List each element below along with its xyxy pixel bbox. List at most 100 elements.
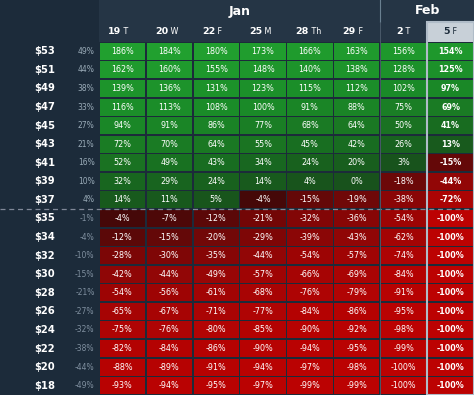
Bar bbox=[240, 229, 286, 246]
Text: $34: $34 bbox=[34, 232, 55, 242]
Bar bbox=[193, 192, 239, 209]
Text: $43: $43 bbox=[34, 139, 55, 149]
Text: $22: $22 bbox=[34, 344, 55, 354]
Text: 115%: 115% bbox=[299, 84, 321, 93]
Text: -42%: -42% bbox=[112, 270, 133, 279]
Text: -12%: -12% bbox=[112, 233, 133, 242]
Text: -99%: -99% bbox=[346, 381, 367, 390]
Text: $20: $20 bbox=[34, 362, 55, 372]
Text: 166%: 166% bbox=[299, 47, 321, 56]
Text: -82%: -82% bbox=[112, 344, 133, 353]
Text: -44%: -44% bbox=[75, 363, 94, 372]
Text: -35%: -35% bbox=[206, 251, 227, 260]
Bar bbox=[100, 210, 145, 227]
Text: F: F bbox=[449, 28, 456, 36]
Bar bbox=[381, 136, 426, 153]
Bar bbox=[287, 117, 333, 134]
Bar bbox=[287, 247, 333, 264]
Text: 29: 29 bbox=[343, 28, 356, 36]
Bar bbox=[240, 154, 286, 171]
Text: -49%: -49% bbox=[75, 381, 94, 390]
Bar bbox=[334, 266, 380, 283]
Bar bbox=[287, 340, 333, 357]
Bar bbox=[334, 98, 380, 115]
Bar bbox=[427, 22, 474, 395]
Text: 25: 25 bbox=[249, 28, 262, 36]
Text: -76%: -76% bbox=[159, 325, 180, 335]
Bar bbox=[146, 210, 192, 227]
Bar bbox=[381, 117, 426, 134]
Text: 42%: 42% bbox=[348, 140, 366, 149]
Text: 163%: 163% bbox=[346, 47, 368, 56]
Text: $51: $51 bbox=[34, 65, 55, 75]
Text: -86%: -86% bbox=[346, 307, 367, 316]
Bar bbox=[287, 192, 333, 209]
Bar bbox=[428, 266, 473, 283]
Bar bbox=[381, 61, 426, 78]
Bar bbox=[100, 98, 145, 115]
Text: -100%: -100% bbox=[437, 214, 465, 223]
Text: 91%: 91% bbox=[160, 121, 178, 130]
Text: -21%: -21% bbox=[75, 288, 94, 297]
Text: 49%: 49% bbox=[160, 158, 178, 167]
Text: 13%: 13% bbox=[441, 140, 460, 149]
Text: -68%: -68% bbox=[253, 288, 273, 297]
Bar bbox=[240, 322, 286, 339]
Bar bbox=[193, 210, 239, 227]
Text: $30: $30 bbox=[34, 269, 55, 279]
Text: 20%: 20% bbox=[348, 158, 366, 167]
Bar bbox=[99, 22, 146, 42]
Bar bbox=[193, 22, 240, 42]
Text: 38%: 38% bbox=[78, 84, 94, 93]
Text: 26%: 26% bbox=[395, 140, 413, 149]
Text: -54%: -54% bbox=[393, 214, 414, 223]
Text: T: T bbox=[403, 28, 410, 36]
Text: -84%: -84% bbox=[159, 344, 180, 353]
Bar bbox=[100, 80, 145, 97]
Bar bbox=[0, 284, 99, 302]
Text: -29%: -29% bbox=[253, 233, 273, 242]
Bar bbox=[0, 321, 99, 339]
Bar bbox=[193, 61, 239, 78]
Text: 128%: 128% bbox=[392, 65, 415, 74]
Bar bbox=[100, 247, 145, 264]
Text: 148%: 148% bbox=[252, 65, 274, 74]
Text: 72%: 72% bbox=[113, 140, 131, 149]
Bar bbox=[287, 322, 333, 339]
Text: 33%: 33% bbox=[78, 103, 94, 111]
Text: -44%: -44% bbox=[439, 177, 462, 186]
Bar bbox=[100, 154, 145, 171]
Bar bbox=[428, 340, 473, 357]
Bar bbox=[287, 173, 333, 190]
Bar bbox=[146, 359, 192, 376]
Bar bbox=[334, 154, 380, 171]
Text: 29%: 29% bbox=[160, 177, 178, 186]
Bar bbox=[193, 43, 239, 60]
Text: -100%: -100% bbox=[437, 270, 465, 279]
Text: -75%: -75% bbox=[112, 325, 133, 335]
Text: -77%: -77% bbox=[253, 307, 273, 316]
Text: -100%: -100% bbox=[437, 381, 465, 390]
Bar bbox=[193, 117, 239, 134]
Text: -36%: -36% bbox=[346, 214, 367, 223]
Bar bbox=[240, 136, 286, 153]
Text: -88%: -88% bbox=[112, 363, 133, 372]
Text: 184%: 184% bbox=[158, 47, 181, 56]
Bar bbox=[0, 42, 99, 60]
Text: M: M bbox=[262, 28, 272, 36]
Text: -99%: -99% bbox=[300, 381, 320, 390]
Text: -84%: -84% bbox=[393, 270, 414, 279]
Bar bbox=[146, 322, 192, 339]
Bar bbox=[381, 359, 426, 376]
Text: -38%: -38% bbox=[393, 196, 414, 205]
Text: 0%: 0% bbox=[350, 177, 363, 186]
Text: 52%: 52% bbox=[113, 158, 131, 167]
Text: -100%: -100% bbox=[437, 233, 465, 242]
Bar bbox=[193, 80, 239, 97]
Text: -98%: -98% bbox=[346, 363, 367, 372]
Text: 75%: 75% bbox=[395, 103, 413, 111]
Bar bbox=[0, 228, 99, 246]
Text: $35: $35 bbox=[34, 214, 55, 224]
Text: -79%: -79% bbox=[346, 288, 367, 297]
Text: -80%: -80% bbox=[206, 325, 227, 335]
